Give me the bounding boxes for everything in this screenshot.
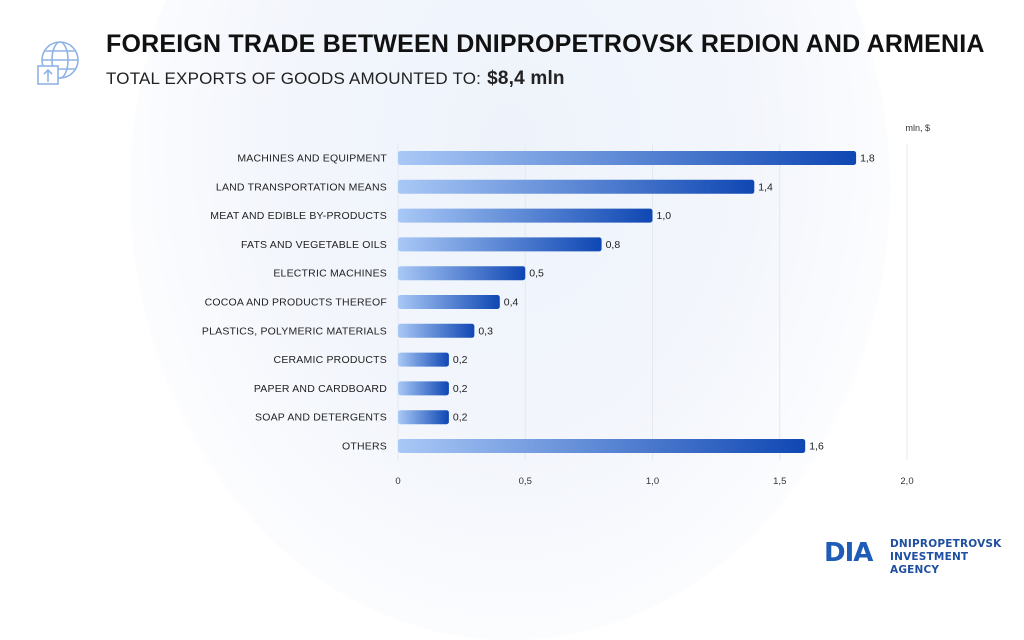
category-label: MEAT AND EDIBLE BY-PRODUCTS bbox=[210, 210, 387, 222]
unit-label: mln, $ bbox=[905, 123, 930, 133]
bar bbox=[398, 179, 755, 194]
subtitle-label: TOTAL EXPORTS OF GOODS AMOUNTED TO: bbox=[106, 69, 482, 88]
data-label: 0,3 bbox=[478, 325, 493, 337]
data-label: 1,8 bbox=[860, 153, 875, 165]
data-label: 0,5 bbox=[529, 268, 544, 280]
category-label: PAPER AND CARDBOARD bbox=[254, 383, 387, 395]
x-tick-label: 1,0 bbox=[646, 476, 659, 487]
bar bbox=[398, 381, 449, 396]
bar bbox=[398, 439, 806, 453]
logo-mark: DIA bbox=[824, 538, 873, 568]
page-subtitle: TOTAL EXPORTS OF GOODS AMOUNTED TO: $8,4 … bbox=[106, 68, 565, 90]
data-label: 0,4 bbox=[504, 297, 519, 309]
exports-bar-chart: 0 0,5 1,0 1,5 2,0 MACHINES AND EQUIPMENT 1,8 LA… bbox=[202, 123, 930, 488]
x-tick-label: 2,0 bbox=[900, 476, 913, 487]
total-exports-value: $8,4 mln bbox=[487, 68, 565, 89]
data-label: 1,6 bbox=[809, 441, 824, 453]
globe-export-icon bbox=[37, 41, 79, 85]
data-label: 1,0 bbox=[657, 210, 672, 222]
dia-logo: DIA DNIPROPETROVSK INVESTMENT AGENCY bbox=[824, 534, 1004, 576]
x-tick-label: 1,5 bbox=[773, 476, 786, 487]
data-label: 1,4 bbox=[758, 181, 773, 193]
bar bbox=[398, 352, 449, 367]
page-title: FOREIGN TRADE BETWEEN DNIPROPETROVSK RED… bbox=[106, 30, 985, 58]
x-tick-label: 0,5 bbox=[519, 476, 532, 487]
chart-bars bbox=[398, 151, 857, 453]
bar bbox=[398, 208, 653, 223]
bar bbox=[398, 266, 526, 281]
logo-text: DNIPROPETROVSK INVESTMENT AGENCY bbox=[890, 538, 1004, 577]
category-label: MACHINES AND EQUIPMENT bbox=[237, 153, 387, 165]
data-label: 0,8 bbox=[606, 239, 621, 251]
category-label: COCOA AND PRODUCTS THEREOF bbox=[205, 297, 387, 309]
category-label: CERAMIC PRODUCTS bbox=[274, 354, 387, 366]
category-label: FATS AND VEGETABLE OILS bbox=[241, 239, 387, 251]
data-label: 0,2 bbox=[453, 383, 468, 395]
logo-line-2: INVESTMENT AGENCY bbox=[890, 551, 969, 576]
bar bbox=[398, 237, 602, 252]
bar bbox=[398, 151, 857, 165]
category-label: ELECTRIC MACHINES bbox=[273, 268, 387, 280]
chart-gridlines bbox=[397, 144, 908, 460]
category-label: SOAP AND DETERGENTS bbox=[255, 412, 387, 424]
bar bbox=[398, 410, 449, 425]
chart-labels: 0 0,5 1,0 1,5 2,0 MACHINES AND EQUIPMENT 1,8 LA… bbox=[202, 153, 914, 488]
category-label: PLASTICS, POLYMERIC MATERIALS bbox=[202, 325, 387, 337]
category-label: LAND TRANSPORTATION MEANS bbox=[216, 181, 387, 193]
logo-line-1: DNIPROPETROVSK bbox=[890, 538, 1002, 550]
category-label: OTHERS bbox=[342, 441, 387, 453]
bar bbox=[398, 323, 475, 338]
data-label: 0,2 bbox=[453, 412, 468, 424]
data-label: 0,2 bbox=[453, 354, 468, 366]
bar bbox=[398, 295, 500, 309]
x-tick-label: 0 bbox=[395, 476, 400, 487]
